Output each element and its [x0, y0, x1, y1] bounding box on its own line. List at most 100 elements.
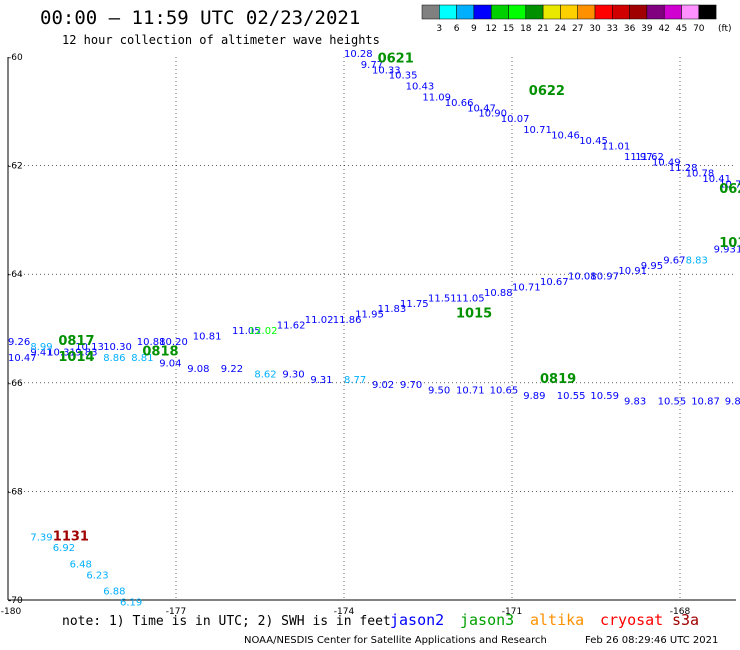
wave-height-label: 8.86: [103, 353, 125, 364]
wave-height-label: 10.88: [484, 288, 513, 299]
wave-height-label: 10.91: [618, 266, 647, 277]
wave-height-label: 10.13: [75, 342, 104, 353]
wave-height-label: 9.02: [372, 380, 394, 391]
wave-height-label: 11.02: [305, 315, 334, 326]
wave-height-label: 10.78: [686, 168, 715, 179]
legend-scale-label: 18: [520, 24, 532, 34]
legend-swatch: [439, 4, 457, 20]
wave-height-label: 9.41: [30, 348, 52, 359]
wave-height-label: 10.46: [551, 130, 580, 141]
chart-title: 00:00 — 11:59 UTC 02/23/2021: [40, 7, 360, 29]
legend-swatch: [577, 4, 596, 20]
wave-height-label: 11.05: [232, 326, 261, 337]
wave-height-label: 7.39: [30, 532, 52, 543]
pass-time-label: 0819: [540, 372, 576, 387]
x-tick-label: -180: [1, 607, 22, 617]
legend-scale-label: 27: [572, 24, 583, 34]
legend-scale-label: 24: [555, 24, 567, 34]
satellite-name-jason3: jason3: [460, 611, 514, 629]
y-tick-label: -66: [8, 379, 23, 389]
legend-scale-label: 36: [624, 24, 636, 34]
wave-height-label: 10.46: [736, 244, 740, 255]
legend-swatch: [663, 4, 682, 20]
wave-height-label: 10.70: [719, 179, 740, 190]
wave-height-label: 10.43: [406, 82, 435, 93]
wave-height-label: 11.09: [422, 92, 451, 103]
wave-height-label: 11.28: [669, 163, 698, 174]
footer-credit: NOAA/NESDIS Center for Satellite Applica…: [244, 635, 547, 646]
wave-height-label: 10.49: [652, 158, 681, 169]
wave-height-label: 8.77: [344, 375, 366, 386]
y-tick-label: -70: [8, 596, 23, 606]
wave-height-label: 8.62: [254, 369, 276, 380]
wave-height-label: 11.01: [602, 141, 631, 152]
wave-height-label: 10.71: [512, 282, 541, 293]
wave-height-label: 10.97: [590, 272, 619, 283]
legend-scale-label: 30: [589, 24, 601, 34]
legend-scale-label: 70: [693, 24, 705, 34]
x-tick-label: -168: [670, 607, 691, 617]
legend-swatch: [698, 4, 717, 20]
legend-scale-label: 42: [658, 24, 669, 34]
pass-time-label: 1131: [53, 529, 89, 544]
wave-height-label: 9.87: [725, 397, 740, 408]
wave-height-label: 10.71: [523, 125, 552, 136]
wave-height-label: 10.47: [467, 103, 496, 114]
legend-scale-label: 3: [436, 24, 442, 34]
wave-height-label: 10.59: [590, 391, 619, 402]
chart-axes: -180-177-174-171-168-16-60-62-64-66-68-7…: [1, 53, 736, 617]
wave-height-label: 10.08: [568, 272, 597, 283]
wave-height-label: 9.93: [714, 244, 736, 255]
wave-height-label: 10.28: [344, 49, 373, 60]
wave-height-label: 11.86: [333, 315, 362, 326]
chart-marks: 10.289.7710.3310.3510.4311.0910.6610.471…: [8, 49, 740, 608]
wave-height-label: 11.83: [378, 304, 407, 315]
wave-height-label: 6.23: [86, 570, 108, 581]
wave-height-label: 12.02: [249, 326, 278, 337]
legend-scale-label: 33: [607, 24, 618, 34]
legend-swatch: [612, 4, 630, 20]
legend-scale-label: 45: [676, 24, 687, 34]
wave-height-label: 10.65: [490, 386, 519, 397]
wave-height-label: 10.47: [8, 353, 37, 364]
wave-height-label: 9.89: [523, 391, 545, 402]
x-tick-label: -177: [166, 607, 186, 617]
wave-height-label: 10.31: [47, 348, 76, 359]
y-tick-label: -60: [8, 53, 23, 63]
wave-height-label: 10.81: [193, 331, 222, 342]
wave-height-label: 9.30: [282, 369, 304, 380]
legend-swatch: [646, 4, 665, 20]
legend-swatch: [681, 4, 700, 20]
legend-scale-label: 12: [485, 24, 496, 34]
wave-height-label: 11.62: [277, 321, 306, 332]
legend-scale-label: 9: [471, 24, 477, 34]
wave-height-label: 6.48: [70, 559, 92, 570]
pass-time-label: 0818: [142, 345, 178, 360]
wave-height-label: 9.31: [310, 375, 332, 386]
legend-swatch: [490, 4, 509, 20]
pass-time-label: 0817: [58, 334, 94, 349]
legend-scale-label: 6: [454, 24, 460, 34]
legend-swatch: [421, 4, 440, 20]
wave-height-label: 10.55: [557, 391, 586, 402]
wave-height-label: 10.30: [103, 342, 132, 353]
satellite-name-cryosat: cryosat: [600, 611, 663, 629]
legend-swatch: [594, 4, 613, 20]
legend-swatch: [525, 4, 544, 20]
legend-unit-label: (ft): [718, 24, 732, 34]
wave-height-label: 8.81: [131, 353, 153, 364]
wave-height-label: 9.95: [641, 261, 663, 272]
wave-height-label: 10.41: [702, 174, 731, 185]
satellite-name-altika: altika: [530, 611, 584, 629]
color-scale-legend: 3 6 9 12 15 18 21 24 27 30 33 36 39 42 45 70 (ft): [421, 4, 732, 34]
satellite-name-jason2: jason2: [390, 611, 444, 629]
pass-time-label: 1014: [58, 350, 94, 365]
x-tick-label: -174: [334, 607, 355, 617]
footer-note: note: 1) Time is in UTC; 2) SWH is in fe…: [62, 614, 391, 629]
wave-height-label: 9.08: [187, 364, 209, 375]
pass-time-label: 0621: [378, 51, 414, 66]
legend-scale-label: 39: [641, 24, 653, 34]
wave-height-label: 10.71: [456, 386, 485, 397]
